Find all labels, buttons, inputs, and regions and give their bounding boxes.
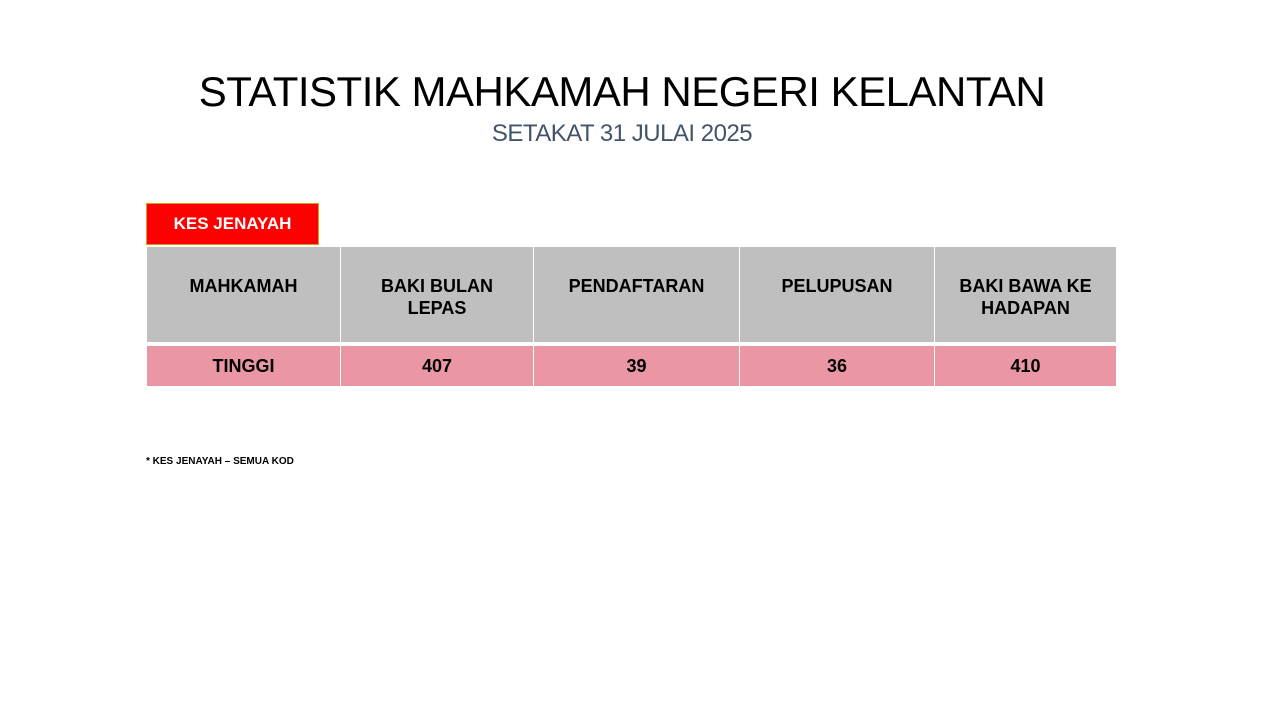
column-header: PELUPUSAN bbox=[739, 246, 935, 343]
column-header: PENDAFTARAN bbox=[533, 246, 740, 343]
header-row: MAHKAMAH BAKI BULAN LEPAS PENDAFTARAN PELUP… bbox=[146, 246, 1117, 343]
gap-cell bbox=[146, 342, 1117, 346]
column-header: MAHKAMAH bbox=[146, 246, 341, 343]
data-row: TINGGI 407 39 36 410 bbox=[146, 345, 1117, 387]
footnote: * KES JENAYAH – SEMUA KOD bbox=[146, 456, 294, 467]
cell: TINGGI bbox=[146, 345, 341, 387]
column-header: BAKI BAWA KE HADAPAN bbox=[934, 246, 1117, 343]
cell: 410 bbox=[934, 345, 1117, 387]
data-table: MAHKAMAH BAKI BULAN LEPAS PENDAFTARAN PELUP… bbox=[146, 246, 1117, 387]
row-gap bbox=[146, 342, 1117, 346]
cell: 407 bbox=[340, 345, 534, 387]
cell: 36 bbox=[739, 345, 935, 387]
subtitle: SETAKAT 31 JULAI 2025 bbox=[491, 120, 753, 147]
tab: KES JENAYAH bbox=[146, 203, 319, 245]
cell: 39 bbox=[533, 345, 740, 387]
column-header: BAKI BULAN LEPAS bbox=[340, 246, 534, 343]
title: STATISTIK MAHKAMAH NEGERI KELANTAN bbox=[198, 68, 1046, 115]
